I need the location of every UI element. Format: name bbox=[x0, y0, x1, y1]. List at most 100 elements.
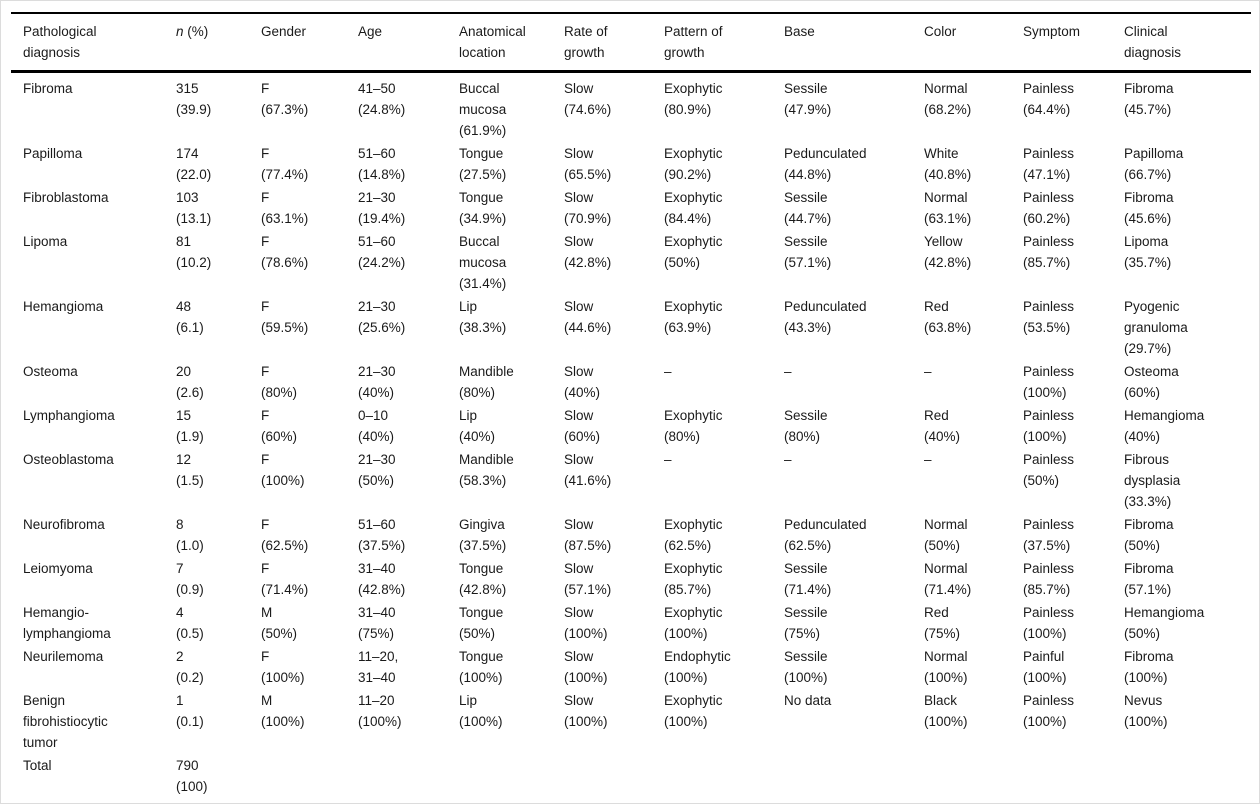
table-cell: Mandible (80%) bbox=[459, 364, 514, 400]
table-cell: 12 (1.5) bbox=[176, 452, 204, 488]
table-cell bbox=[459, 754, 564, 803]
table-cell: Painless (100%) bbox=[1023, 364, 1075, 400]
table-cell: Fibroma bbox=[23, 81, 73, 96]
table-cell: Lipoma bbox=[23, 234, 68, 249]
table-cell: 11–20 (100%) bbox=[358, 693, 402, 729]
table-cell: 0–10 (40%) bbox=[358, 408, 395, 444]
table-cell: Painless (37.5%) bbox=[1023, 517, 1075, 553]
table-cell: Slow (70.9%) bbox=[564, 190, 612, 226]
column-header: Clinical diagnosis bbox=[1124, 13, 1251, 73]
table-cell: Buccal mucosa (61.9%) bbox=[459, 81, 507, 138]
table-cell: Mandible (58.3%) bbox=[459, 452, 514, 488]
table-cell: 1 (0.1) bbox=[176, 693, 204, 729]
table-cell: Slow (100%) bbox=[564, 649, 608, 685]
table-cell: Normal (71.4%) bbox=[924, 561, 972, 597]
column-header: Pattern of growth bbox=[664, 13, 784, 73]
table-cell: Hemangioma bbox=[23, 299, 104, 314]
column-header: n (%) bbox=[176, 13, 261, 73]
table-cell: Osteoma (60%) bbox=[1124, 364, 1179, 400]
table-cell: Normal (50%) bbox=[924, 517, 968, 553]
table-cell: 7 (0.9) bbox=[176, 561, 204, 597]
table-cell: F (78.6%) bbox=[261, 234, 309, 270]
table-cell: Exophytic (50%) bbox=[664, 234, 723, 270]
table-cell: 20 (2.6) bbox=[176, 364, 204, 400]
table-cell bbox=[924, 754, 1023, 803]
table-cell: Painless (100%) bbox=[1023, 408, 1075, 444]
table-cell: Slow (87.5%) bbox=[564, 517, 612, 553]
table-body: Fibroma 315 (39.9) F (67.3%) 41–50 (24.8%) B… bbox=[11, 72, 1251, 804]
table-cell: Painless (53.5%) bbox=[1023, 299, 1075, 335]
table-cell: Slow (44.6%) bbox=[564, 299, 612, 335]
table-row: Hemangioma 48 (6.1) F (59.5%) 21–30 (25.6%)… bbox=[11, 295, 1251, 360]
table-cell: Total bbox=[23, 758, 52, 773]
table-cell: Slow (65.5%) bbox=[564, 146, 612, 182]
table-cell: 15 (1.9) bbox=[176, 408, 204, 444]
pathology-table: Pathological diagnosis n (%) Gender Age Anat… bbox=[11, 12, 1251, 804]
table-cell: Slow (40%) bbox=[564, 364, 601, 400]
column-header: Symptom bbox=[1023, 13, 1124, 73]
table-cell: Pedunculated (62.5%) bbox=[784, 517, 867, 553]
column-header: Color bbox=[924, 13, 1023, 73]
table-row: Benign fibrohistiocytic tumor 1 (0.1) M (1… bbox=[11, 689, 1251, 754]
table-row: Papilloma 174 (22.0) F (77.4%) 51–60 (14.8%… bbox=[11, 142, 1251, 186]
table-cell: F (77.4%) bbox=[261, 146, 309, 182]
table-cell: F (63.1%) bbox=[261, 190, 309, 226]
table-cell: Neurofibroma bbox=[23, 517, 105, 532]
table-cell: Sessile (75%) bbox=[784, 605, 828, 641]
table-cell: 51–60 (37.5%) bbox=[358, 517, 406, 553]
table-cell: 48 (6.1) bbox=[176, 299, 204, 335]
table-cell: Pedunculated (43.3%) bbox=[784, 299, 867, 335]
table-row: Lymphangioma 15 (1.9) F (60%) 0–10 (40%) Lip… bbox=[11, 404, 1251, 448]
table-row: Neurofibroma 8 (1.0) F (62.5%) 51–60 (37.5%… bbox=[11, 513, 1251, 557]
table-cell: 21–30 (19.4%) bbox=[358, 190, 406, 226]
table-cell: Slow (100%) bbox=[564, 693, 608, 729]
table-cell: Slow (100%) bbox=[564, 605, 608, 641]
table-cell: Exophytic (80.9%) bbox=[664, 81, 723, 117]
table-cell: F (59.5%) bbox=[261, 299, 309, 335]
table-cell: 21–30 (25.6%) bbox=[358, 299, 406, 335]
table-cell: Endophytic (100%) bbox=[664, 649, 731, 685]
table-cell: 31–40 (42.8%) bbox=[358, 561, 406, 597]
table-cell: Tongue (50%) bbox=[459, 605, 504, 641]
table-cell: Benign fibrohistiocytic tumor bbox=[23, 693, 108, 750]
table-cell: Sessile (57.1%) bbox=[784, 234, 832, 270]
table-cell: Leiomyoma bbox=[23, 561, 93, 576]
table-cell: Normal (68.2%) bbox=[924, 81, 972, 117]
table-cell: – bbox=[924, 364, 932, 379]
table-cell: Tongue (42.8%) bbox=[459, 561, 507, 597]
table-cell: Exophytic (85.7%) bbox=[664, 561, 723, 597]
table-cell: Slow (41.6%) bbox=[564, 452, 612, 488]
table-cell: 21–30 (40%) bbox=[358, 364, 396, 400]
table-cell: – bbox=[784, 364, 792, 379]
table-cell: Normal (63.1%) bbox=[924, 190, 972, 226]
table-cell: F (60%) bbox=[261, 408, 298, 444]
column-header: Anatomical location bbox=[459, 13, 564, 73]
table-cell: F (62.5%) bbox=[261, 517, 309, 553]
table-cell: Sessile (80%) bbox=[784, 408, 828, 444]
table-cell: 790 (100) bbox=[176, 758, 208, 794]
table-cell: Red (63.8%) bbox=[924, 299, 972, 335]
table-cell: 103 (13.1) bbox=[176, 190, 212, 226]
table-cell: Lipoma (35.7%) bbox=[1124, 234, 1172, 270]
table-cell: Slow (57.1%) bbox=[564, 561, 612, 597]
table-cell bbox=[1124, 754, 1251, 803]
table-cell: 81 (10.2) bbox=[176, 234, 212, 270]
table-cell: Yellow (42.8%) bbox=[924, 234, 972, 270]
table-cell: – bbox=[664, 452, 672, 467]
table-cell: 174 (22.0) bbox=[176, 146, 212, 182]
table-cell: 4 (0.5) bbox=[176, 605, 204, 641]
table-cell: Painless (85.7%) bbox=[1023, 234, 1075, 270]
table-cell: 51–60 (14.8%) bbox=[358, 146, 406, 182]
table-cell: Exophytic (100%) bbox=[664, 605, 723, 641]
table-cell: Painless (64.4%) bbox=[1023, 81, 1075, 117]
table-cell: Slow (60%) bbox=[564, 408, 601, 444]
column-header: Rate of growth bbox=[564, 13, 664, 73]
column-header: Age bbox=[358, 13, 459, 73]
table-cell: Fibrous dysplasia (33.3%) bbox=[1124, 452, 1181, 509]
table-cell: Neurilemoma bbox=[23, 649, 104, 664]
table-cell: 2 (0.2) bbox=[176, 649, 204, 685]
italic-n-label: n bbox=[176, 24, 184, 39]
table-cell: 315 (39.9) bbox=[176, 81, 212, 117]
table-cell: Buccal mucosa (31.4%) bbox=[459, 234, 507, 291]
table-cell: Nevus (100%) bbox=[1124, 693, 1168, 729]
